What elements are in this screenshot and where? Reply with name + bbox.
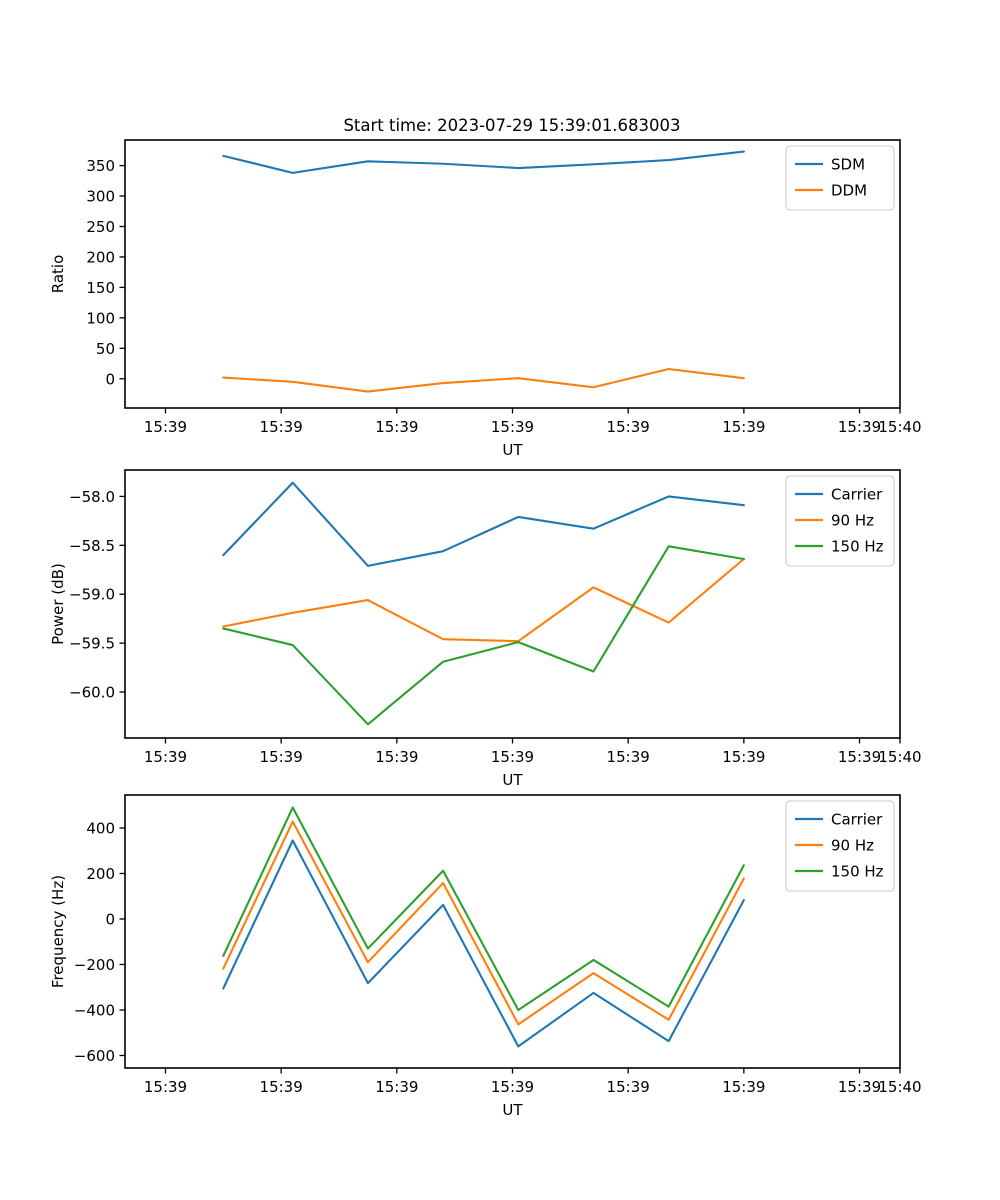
x-tick-label: 15:39	[144, 748, 187, 766]
legend-label-90-hz: 90 Hz	[831, 512, 874, 530]
y-tick-label: −400	[74, 1001, 115, 1019]
x-tick-label: 15:39	[838, 418, 881, 436]
data-line-150-hz	[222, 545, 745, 726]
x-tick-label: 15:40	[878, 418, 921, 436]
data-line-carrier	[222, 481, 745, 567]
legend-label-150-hz: 150 Hz	[831, 538, 884, 556]
y-tick-label: 350	[86, 157, 115, 175]
legend-label-90-hz: 90 Hz	[831, 837, 874, 855]
y-tick-label: −58.5	[69, 537, 115, 555]
x-tick-label: 15:39	[491, 1078, 534, 1096]
x-tick-label: 15:39	[375, 748, 418, 766]
x-tick-label: 15:39	[491, 418, 534, 436]
legend-label-150-hz: 150 Hz	[831, 863, 884, 881]
x-tick-label: 15:39	[607, 418, 650, 436]
y-tick-label: −59.5	[69, 635, 115, 653]
panel-ratio: 15:39 15:39 15:39 15:39 15:39 15:39 15:3915:40…	[49, 139, 922, 459]
data-line-ddm	[222, 367, 745, 393]
y-tick-label: 100	[86, 309, 115, 327]
legend-box	[785, 475, 895, 567]
legend-box	[785, 800, 895, 892]
y-tick-label: 50	[96, 340, 115, 358]
x-tick-label: 15:39	[260, 418, 303, 436]
panel-frequency: 15:39 15:39 15:39 15:39 15:39 15:39 15:3915:40…	[49, 794, 922, 1119]
data-line-carrier	[222, 839, 745, 1048]
x-tick-label: 15:39	[260, 748, 303, 766]
y-tick-label: 400	[86, 819, 115, 837]
y-tick-label: 300	[86, 188, 115, 206]
x-tick-label: 15:40	[878, 748, 921, 766]
data-line-sdm	[222, 150, 745, 174]
y-tick-label: 0	[105, 910, 115, 928]
y-tick-label: −600	[74, 1047, 115, 1065]
data-line-150-hz	[222, 806, 745, 1012]
y-tick-label: −58.0	[69, 488, 115, 506]
x-tick-label: 15:39	[491, 748, 534, 766]
y-axis-label: Ratio	[49, 255, 67, 294]
y-tick-label: 250	[86, 218, 115, 236]
x-tick-label: 15:39	[838, 748, 881, 766]
legend-panel-frequency: Carrier 90 Hz 150 Hz	[785, 800, 895, 892]
x-tick-label: 15:39	[607, 1078, 650, 1096]
y-tick-label: −60.0	[69, 684, 115, 702]
y-tick-label: 0	[105, 370, 115, 388]
legend-box	[785, 145, 895, 211]
y-axis-label: Power (dB)	[49, 563, 67, 645]
y-tick-label: −59.0	[69, 586, 115, 604]
y-tick-label: −200	[74, 956, 115, 974]
x-tick-label: 15:39	[375, 418, 418, 436]
y-axis-label: Frequency (Hz)	[49, 875, 67, 988]
y-tick-label: 200	[86, 865, 115, 883]
y-tick-label: 150	[86, 279, 115, 297]
legend-label-ddm: DDM	[831, 182, 867, 200]
legend-label-sdm: SDM	[831, 156, 865, 174]
x-tick-label: 15:40	[878, 1078, 921, 1096]
legend-label-carrier: Carrier	[831, 811, 883, 829]
legend-label-carrier: Carrier	[831, 486, 883, 504]
data-line-90-hz	[222, 820, 745, 1026]
axes-frame	[124, 139, 901, 409]
x-tick-label: 15:39	[260, 1078, 303, 1096]
panel-power: 15:39 15:39 15:39 15:39 15:39 15:39 15:3915:40…	[49, 469, 922, 789]
data-line-90-hz	[222, 557, 745, 643]
axes-frame	[124, 469, 901, 739]
x-tick-label: 15:39	[722, 418, 765, 436]
x-tick-label: 15:39	[838, 1078, 881, 1096]
figure-title: Start time: 2023-07-29 15:39:01.683003	[343, 116, 680, 135]
legend-panel-power: Carrier 90 Hz 150 Hz	[785, 475, 895, 567]
x-tick-label: 15:39	[375, 1078, 418, 1096]
x-axis-label: UT	[502, 1101, 523, 1119]
legend-panel-ratio: SDM DDM	[785, 145, 895, 211]
x-axis-label: UT	[502, 771, 523, 789]
x-axis-label: UT	[502, 441, 523, 459]
y-tick-label: 200	[86, 248, 115, 266]
x-tick-label: 15:39	[722, 748, 765, 766]
x-tick-label: 15:39	[722, 1078, 765, 1096]
x-tick-label: 15:39	[144, 418, 187, 436]
x-tick-label: 15:39	[144, 1078, 187, 1096]
x-tick-label: 15:39	[607, 748, 650, 766]
